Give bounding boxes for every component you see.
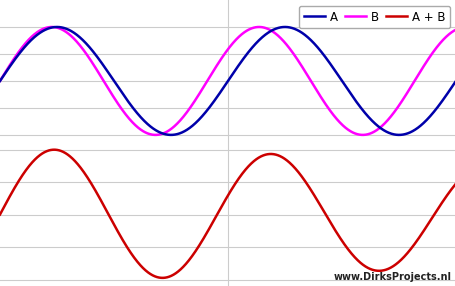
B [439,38,445,42]
B [0,79,3,83]
A [452,79,455,83]
A [20,47,26,50]
B [207,75,212,78]
B [20,44,26,48]
A [207,105,212,108]
A [356,104,361,108]
A [54,25,60,29]
A [439,98,445,102]
Line: A: A [0,27,455,135]
A [440,98,445,101]
B [219,56,224,59]
A [219,88,224,92]
Text: www.DirksProjects.nl: www.DirksProjects.nl [333,272,450,282]
A [0,79,3,83]
Line: B: B [0,27,455,135]
Legend: A, B, A + B: A, B, A + B [298,6,449,28]
B [440,38,445,41]
B [49,25,55,29]
A [395,133,401,137]
B [359,133,364,137]
B [356,133,361,136]
B [452,28,455,31]
